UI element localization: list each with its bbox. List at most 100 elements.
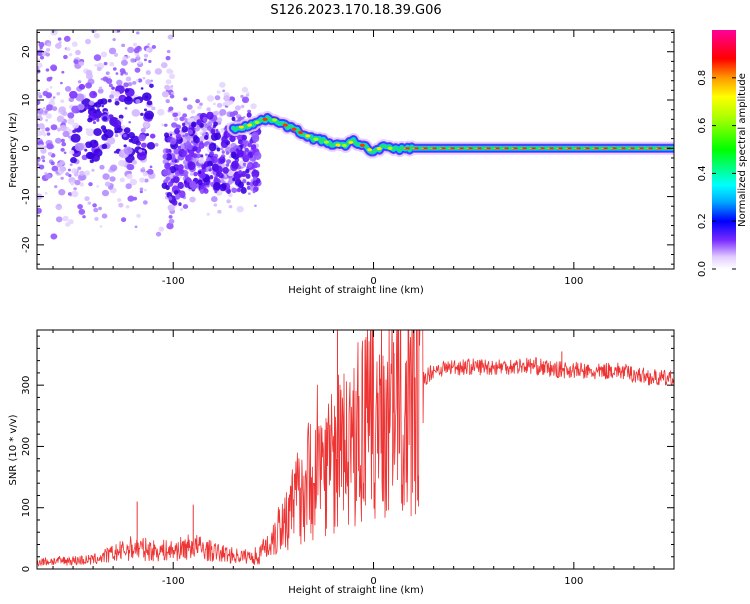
spectrogram-blob [123, 144, 127, 148]
spectrogram-blob [63, 35, 71, 42]
spectrogram-blob [118, 114, 124, 120]
spectrogram-blob [96, 66, 102, 72]
spectrogram-blob [118, 202, 124, 208]
spectrogram-blob [125, 183, 132, 190]
spectrogram-blob [216, 102, 223, 108]
spectrogram-blob [206, 212, 210, 216]
spectrogram-blob [195, 98, 201, 104]
spectrogram-blob [84, 148, 88, 152]
spectrogram-blob [122, 56, 128, 61]
spectrogram-blob [225, 151, 230, 155]
spectrogram-blob [216, 147, 221, 152]
spectrogram-blob [161, 123, 165, 127]
spectrogram-blob [61, 70, 65, 74]
spectrogram-blob [168, 73, 176, 80]
spectrogram-blob [128, 138, 133, 143]
spectrogram-blob [179, 116, 185, 122]
spectrogram-blob [254, 204, 257, 208]
spectrogram-blob [135, 99, 141, 104]
spectrogram-blob [60, 124, 67, 132]
spectrogram-blob [221, 158, 225, 162]
spectrogram-blob [246, 112, 252, 118]
spectrogram-blob [45, 118, 49, 122]
spectrogram-blob [40, 155, 46, 160]
spectrogram-blob [74, 142, 84, 152]
spectrogram-hotspot [313, 137, 319, 141]
spectrogram-blob [245, 168, 250, 174]
spectrogram-blob [60, 147, 65, 152]
spectrogram-blob [79, 182, 85, 187]
spectrogram-blob [154, 68, 163, 75]
spectrogram-blob [246, 91, 250, 95]
spectrogram-blob [190, 121, 197, 128]
spectrogram-blob [130, 58, 136, 63]
spectrogram-hotspot [341, 143, 347, 148]
spectrogram-blob [183, 97, 188, 102]
spectrogram-blob [45, 68, 50, 72]
spectrogram-blob [68, 135, 72, 139]
spectrogram-blob [164, 84, 170, 90]
spectrogram-blob [37, 99, 41, 106]
spectrogram-hotspot [323, 140, 329, 144]
spectrogram-ytick-label: 10 [21, 94, 32, 107]
spectrogram-blob [208, 142, 217, 152]
spectrogram-blob [145, 133, 150, 137]
spectrogram-xtick-label: 100 [564, 276, 583, 287]
spectrogram-blob [133, 47, 140, 54]
spectrogram-blob [184, 132, 189, 137]
spectrogram-blob [204, 125, 208, 129]
spectrogram-blob [140, 112, 144, 116]
spectrogram-blob [49, 98, 55, 103]
spectrogram-blob [198, 170, 202, 175]
spectrogram-blob [199, 102, 203, 106]
spectrogram-blob [216, 90, 221, 94]
spectrogram-blob [99, 164, 105, 170]
snr-ytick-label: 100 [21, 498, 32, 517]
spectrogram-blob [165, 153, 173, 161]
spectrogram-blob [54, 185, 58, 189]
spectrogram-blob [197, 179, 203, 186]
spectrogram-blob [238, 169, 243, 175]
spectrogram-blob [113, 52, 119, 57]
spectrogram-blob [252, 190, 256, 194]
spectrogram-blob [125, 76, 132, 82]
spectrogram-blob [193, 171, 198, 177]
spectrogram-blob [89, 90, 98, 99]
spectrogram-blob [75, 93, 85, 102]
spectrogram-blob [168, 196, 173, 201]
spectrogram-blob [84, 170, 91, 176]
spectrogram-blob [202, 116, 208, 123]
spectrogram-blob [119, 68, 126, 74]
spectrogram-xtick-label: 0 [370, 276, 376, 287]
spectrogram-blob [113, 150, 117, 154]
spectrogram-blob [200, 154, 204, 158]
spectrogram-blob [192, 145, 198, 152]
colorbar-tick-label: 0.8 [697, 70, 708, 86]
spectrogram-blob [220, 147, 224, 151]
spectrogram-hotspot [291, 127, 297, 131]
spectrogram-blob [85, 82, 93, 89]
spectrogram-blob [143, 53, 149, 58]
spectrogram-blob [46, 48, 51, 52]
spectrogram-blob [113, 91, 121, 98]
spectrogram-blob [102, 9, 109, 15]
spectrogram-blob [256, 163, 261, 168]
spectrogram-blob [102, 116, 108, 122]
spectrogram-blob [145, 70, 151, 75]
spectrogram-blob [101, 189, 110, 197]
spectrogram-blob [137, 78, 143, 83]
spectrogram-blob [177, 145, 182, 150]
spectrogram-blob [50, 233, 58, 240]
spectrogram-blob [161, 90, 169, 98]
spectrogram-blob [127, 46, 135, 54]
spectrogram-blob [61, 142, 67, 147]
spectrogram-blob [167, 181, 174, 187]
spectrogram-blob [94, 216, 99, 221]
spectrogram-blob [73, 187, 77, 191]
spectrogram-blob [112, 38, 116, 42]
spectrogram-blob [92, 121, 97, 125]
spectrogram-blob [182, 122, 186, 127]
spectrogram-blob [203, 188, 209, 194]
spectrogram-blob [70, 157, 77, 164]
spectrogram-blob [143, 108, 148, 112]
